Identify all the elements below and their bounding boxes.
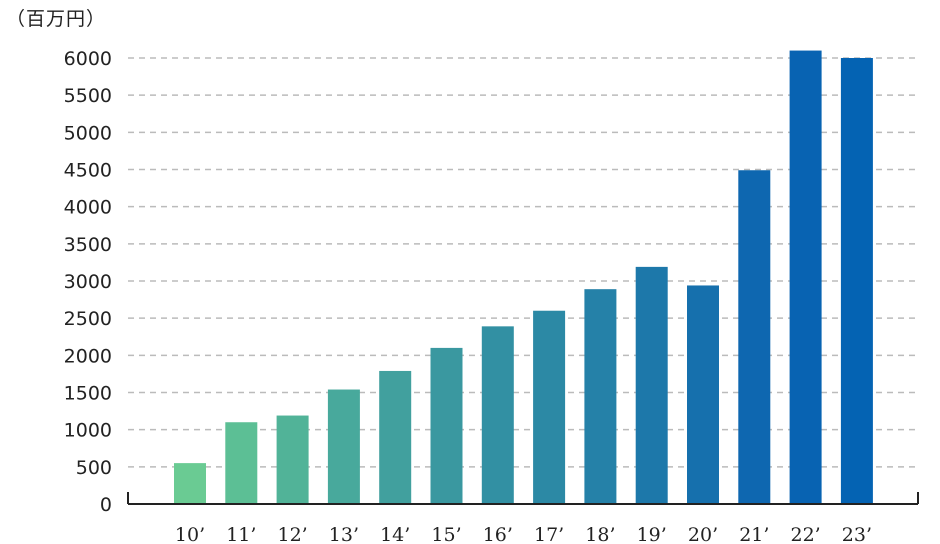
bar-22 [789,50,822,505]
x-tick-label: 20’ [688,524,718,544]
bars [174,50,873,505]
x-tick-label: 14’ [380,524,410,544]
y-tick-label: 3000 [64,271,112,293]
bar-18 [584,289,617,504]
y-tick-label: 1000 [64,420,112,442]
bar-15 [430,347,463,504]
x-tick-label: 11’ [226,524,256,544]
x-tick-label: 22’ [790,524,820,544]
x-tick-label: 12’ [277,524,307,544]
x-tick-label: 16’ [483,524,513,544]
bar-16 [481,326,514,504]
bar-12 [276,415,309,504]
bar-17 [533,310,566,504]
x-tick-label: 19’ [637,524,667,544]
bar-23 [840,58,873,504]
y-tick-label: 4500 [64,160,112,182]
x-tick-label: 21’ [739,524,769,544]
y-tick-label: 0 [100,494,112,516]
y-tick-label: 3500 [64,234,112,256]
axes [127,492,919,505]
x-tick-label: 17’ [534,524,564,544]
x-tick-labels: 10’ 11’ 12’ 13’ 14’ 15’ 16’ 17’ 18’ 19’ 20’ 21’ 22’ 2… [175,524,872,544]
x-tick-label: 23’ [842,524,872,544]
bar-14 [379,370,412,504]
x-tick-label: 10’ [175,524,205,544]
y-tick-label: 6000 [64,48,112,70]
y-tick-label: 2500 [64,308,112,330]
bar-20 [687,285,719,504]
y-tick-label: 1500 [64,383,112,405]
y-tick-label: 5500 [64,85,112,107]
y-tick-label: 500 [76,457,112,479]
x-tick-label: 18’ [585,524,615,544]
x-tick-label: 15’ [431,524,461,544]
bar-11 [225,422,258,504]
bar-10 [174,463,206,504]
y-unit-label: （百万円） [6,8,107,30]
bar-19 [635,266,668,504]
y-tick-label: 5000 [64,122,112,144]
x-tick-label: 13’ [329,524,359,544]
y-tick-labels: 0 500 1000 1500 2000 2500 3000 3500 4000 4500 5000… [64,48,112,516]
bar-21 [738,170,771,504]
y-tick-label: 2000 [64,345,112,367]
y-tick-label: 4000 [64,197,112,219]
bar-13 [327,389,360,504]
